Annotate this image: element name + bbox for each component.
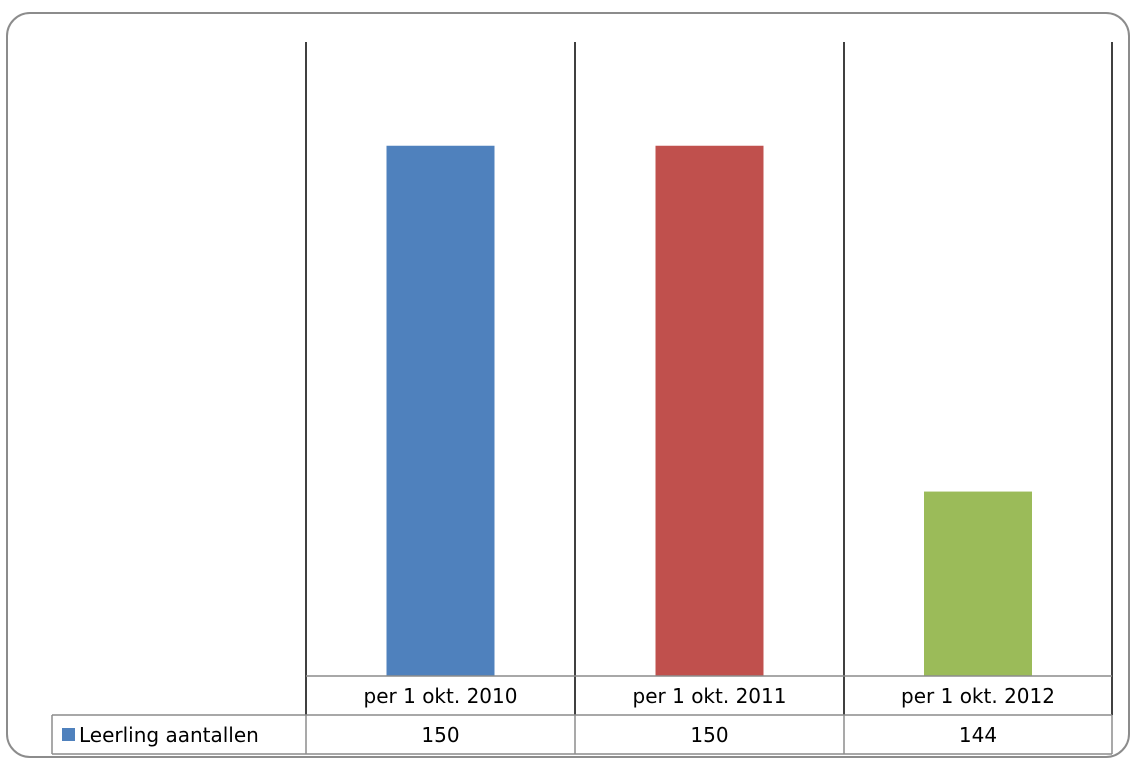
bar bbox=[386, 145, 495, 676]
data-table-value: 150 bbox=[421, 722, 460, 747]
data-table-value: 144 bbox=[958, 722, 998, 747]
legend-entry: Leerling aantallen bbox=[52, 715, 306, 754]
legend-label: Leerling aantallen bbox=[79, 722, 259, 747]
legend-swatch bbox=[62, 728, 75, 741]
category-label: per 1 okt. 2011 bbox=[632, 683, 787, 708]
category-label: per 1 okt. 2012 bbox=[901, 683, 1055, 708]
bar bbox=[924, 491, 1032, 676]
bar bbox=[655, 145, 764, 676]
category-label: per 1 okt. 2010 bbox=[363, 683, 518, 708]
data-table-value: 150 bbox=[690, 722, 729, 747]
